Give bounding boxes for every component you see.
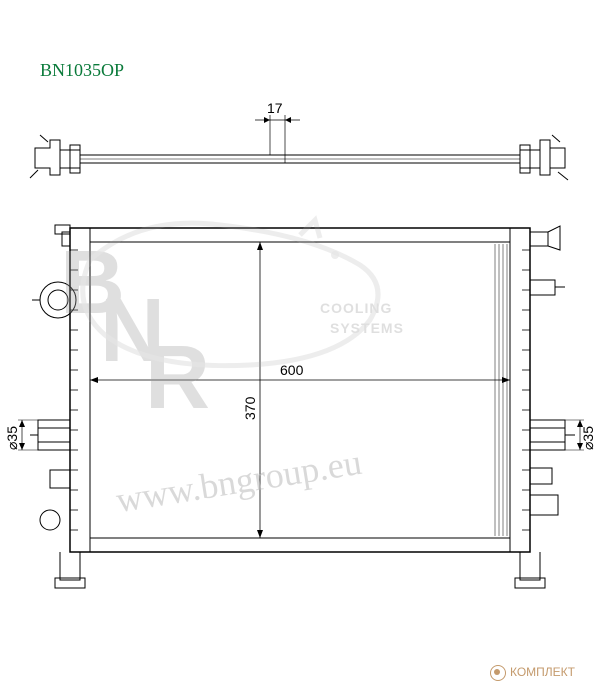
left-port-diameter: ⌀35 xyxy=(4,426,20,450)
front-view: 600 370 ⌀35 ⌀35 xyxy=(4,225,596,588)
width-dimension: 600 xyxy=(280,362,304,378)
height-dimension: 370 xyxy=(242,396,258,420)
footer-brand-icon xyxy=(490,665,506,681)
footer-brand: КОМПЛЕКТ xyxy=(490,665,575,681)
right-port-diameter: ⌀35 xyxy=(580,426,596,450)
thickness-dimension: 17 xyxy=(267,100,283,116)
top-view: 17 xyxy=(30,100,568,180)
footer-brand-text: КОМПЛЕКТ xyxy=(510,665,575,679)
technical-drawing: 17 xyxy=(0,0,600,695)
